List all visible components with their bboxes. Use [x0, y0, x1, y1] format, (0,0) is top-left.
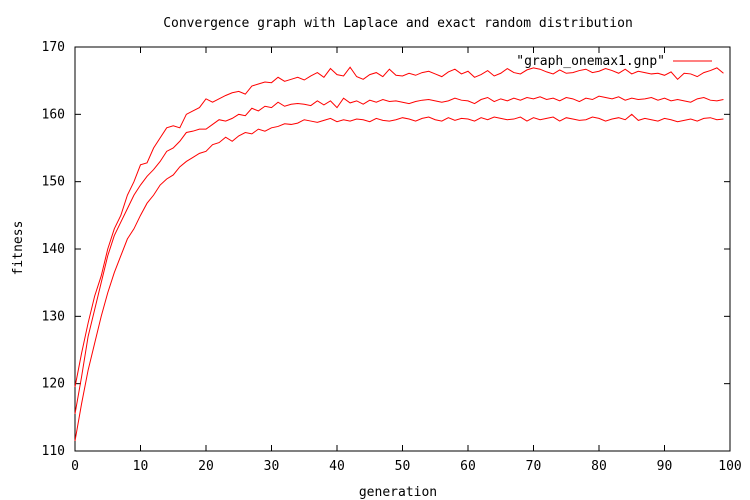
- y-tick-label: 150: [42, 175, 65, 190]
- x-tick-label: 70: [526, 459, 542, 474]
- x-tick-label: 20: [198, 459, 214, 474]
- chart-title: Convergence graph with Laplace and exact…: [163, 16, 633, 31]
- y-tick-label: 170: [42, 40, 65, 55]
- x-tick-label: 30: [264, 459, 280, 474]
- series-lines: [74, 66, 724, 441]
- x-axis-label: generation: [359, 485, 437, 500]
- x-tick-label: 10: [133, 459, 149, 474]
- plot-frame: [74, 46, 731, 452]
- y-tick-label: 130: [42, 309, 65, 324]
- y-tick-label: 110: [42, 444, 65, 459]
- x-tick-label: 40: [329, 459, 345, 474]
- axis-ticks: [74, 46, 731, 452]
- y-tick-label: 140: [42, 242, 65, 257]
- y-tick-label: 160: [42, 107, 65, 122]
- x-tick-label: 90: [657, 459, 673, 474]
- legend-label: "graph_onemax1.gnp": [516, 54, 665, 69]
- x-tick-label: 80: [591, 459, 607, 474]
- x-tick-label: 100: [718, 459, 741, 474]
- y-tick-label: 120: [42, 377, 65, 392]
- y-axis-label: fitness: [11, 221, 26, 276]
- axis-tick-labels: 0 10 20 30 40 50 60 70 80 90 100 110 120 130 140 150 160…: [42, 40, 742, 474]
- plot-border: [74, 46, 731, 452]
- x-tick-label: 60: [460, 459, 476, 474]
- series-line-middle: [74, 95, 724, 415]
- series-line-upper: [74, 66, 724, 388]
- x-tick-label: 0: [71, 459, 79, 474]
- series-line-lower: [74, 113, 724, 441]
- x-tick-label: 50: [395, 459, 411, 474]
